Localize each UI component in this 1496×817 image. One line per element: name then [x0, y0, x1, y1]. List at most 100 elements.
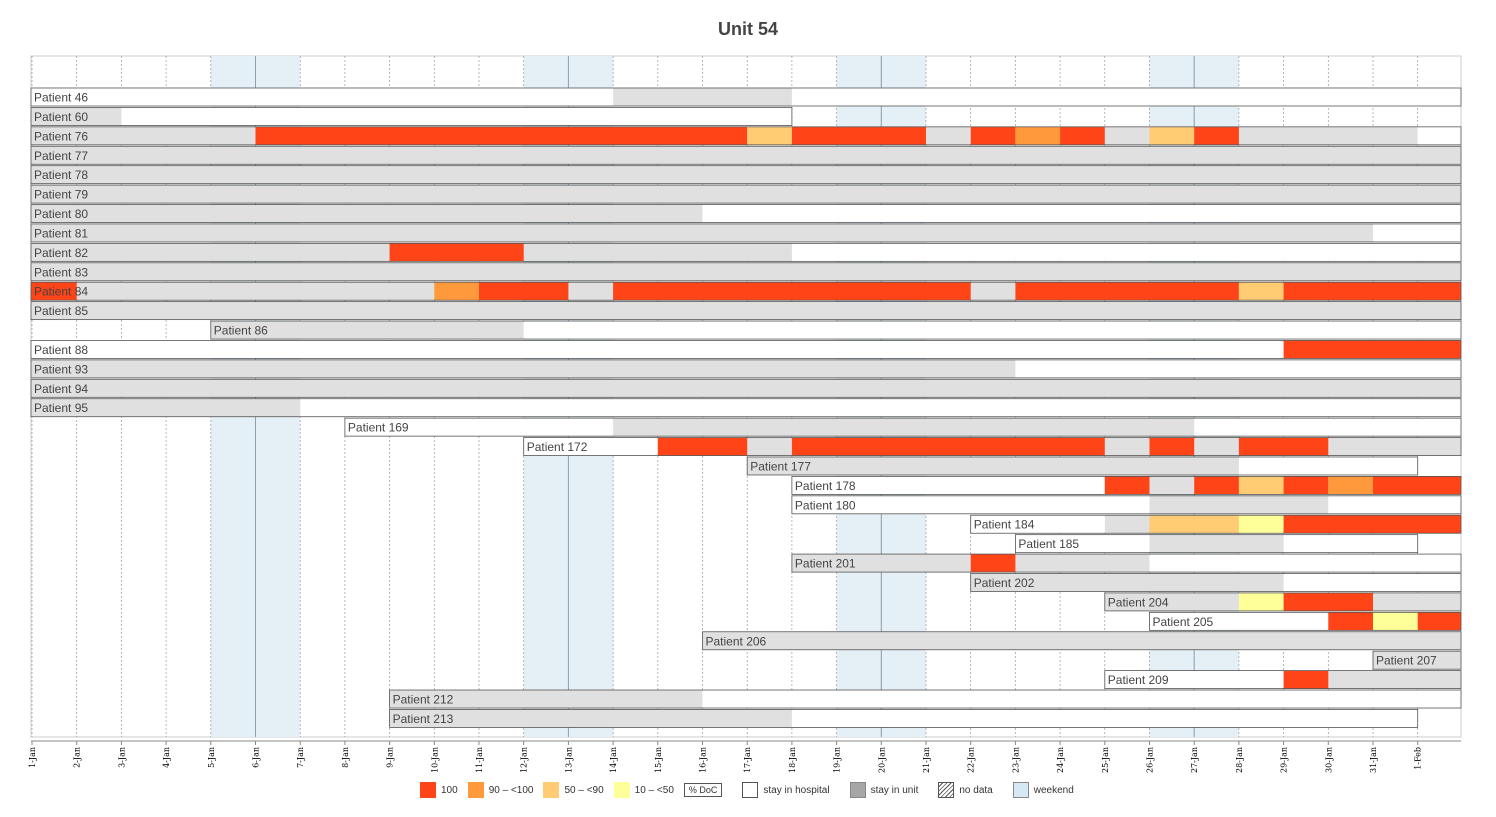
doc-cell — [1149, 515, 1239, 534]
patient-label: Patient 201 — [795, 557, 856, 571]
x-tick-label: 18-Jan — [788, 747, 797, 773]
hospital-stay-outline — [791, 553, 1462, 573]
hospital-stay-outline — [30, 145, 1462, 165]
legend-swatch-hospital — [742, 782, 759, 798]
hospital-stay-outline — [970, 573, 1462, 592]
unit-stay-bar — [1373, 651, 1461, 670]
patient-label: Patient 79 — [34, 188, 88, 202]
x-tick-label: 17-Jan — [743, 747, 752, 773]
doc-cell — [1283, 340, 1461, 359]
doc-cell — [1238, 592, 1284, 611]
x-tick-label: 28-Jan — [1235, 747, 1244, 773]
patient-label: Patient 204 — [1108, 595, 1169, 609]
hospital-stay-outline — [1372, 650, 1462, 670]
legend-doc-title-text: % DoC — [683, 783, 723, 797]
patient-label: Patient 82 — [34, 246, 88, 260]
hospital-stay-outline — [30, 301, 1462, 321]
hospital-stay-outline — [30, 165, 1462, 185]
doc-cell — [255, 126, 748, 145]
legend-item-weekend: weekend — [1012, 782, 1074, 798]
hospital-stay-outline — [746, 456, 1419, 476]
doc-cell — [1283, 670, 1329, 689]
hospital-stay-outline — [30, 359, 1462, 379]
legend-swatch-unit — [849, 782, 866, 798]
x-tick-label: 20-Jan — [877, 747, 886, 773]
legend-swatch-doc-3 — [613, 782, 630, 798]
unit-stay-bar — [389, 690, 703, 709]
hospital-stay-outline — [1149, 611, 1462, 631]
doc-cell — [791, 437, 1105, 456]
hospital-stay-bar — [791, 495, 1461, 514]
doc-cell — [1373, 476, 1461, 495]
hospital-stay-outline — [30, 184, 1462, 204]
doc-cell — [1238, 437, 1329, 456]
doc-cell — [1283, 515, 1461, 534]
hospital-stay-outline — [30, 281, 1462, 301]
hospital-stay-outline — [344, 417, 1462, 437]
x-tick-label: 9-Jan — [386, 747, 395, 768]
legend-label-nodata: no data — [959, 784, 993, 796]
doc-cell — [1149, 126, 1195, 145]
unit-stay-bar — [31, 204, 703, 223]
patient-label: Patient 172 — [527, 440, 588, 454]
doc-cell — [389, 243, 524, 262]
hospital-stay-bar — [31, 107, 792, 126]
legend-swatch-weekend — [1012, 782, 1029, 798]
legend-label-doc-3: 10 – <50 — [634, 784, 674, 796]
hospital-stay-outline — [30, 398, 1462, 418]
doc-cell — [1194, 126, 1239, 145]
doc-cell — [657, 437, 748, 456]
x-tick-label: 30-Jan — [1324, 747, 1333, 773]
doc-cell — [1060, 126, 1105, 145]
hospital-stay-outline — [970, 514, 1462, 534]
doc-cell — [747, 126, 792, 145]
patient-label: Patient 93 — [34, 362, 88, 376]
doc-cell — [970, 126, 1016, 145]
hospital-stay-bar — [31, 398, 1461, 417]
hospital-stay-outline — [30, 204, 1462, 223]
hospital-stay-outline — [389, 709, 1419, 728]
x-tick-label: 21-Jan — [922, 747, 931, 773]
doc-cell — [1283, 282, 1461, 301]
legend-swatch-nodata — [938, 782, 955, 798]
unit-stay-bar — [613, 88, 792, 106]
patient-label: Patient 206 — [706, 634, 767, 648]
x-tick-label: 27-Jan — [1190, 747, 1199, 773]
doc-cell — [1417, 612, 1461, 631]
patient-label: Patient 84 — [34, 285, 88, 299]
patient-label: Patient 185 — [1018, 537, 1079, 551]
patient-label: Patient 86 — [214, 324, 268, 338]
x-tick-label: 23-Jan — [1011, 747, 1020, 773]
legend-label-doc-1: 90 – <100 — [488, 784, 534, 796]
patient-label: Patient 83 — [34, 265, 88, 279]
doc-cell — [1149, 437, 1195, 456]
patient-label: Patient 95 — [34, 401, 88, 415]
x-tick-label: 10-Jan — [430, 747, 439, 773]
x-tick-label: 6-Jan — [252, 747, 261, 768]
unit-stay-bar — [31, 379, 1461, 398]
doc-cell — [970, 554, 1016, 573]
patient-label: Patient 78 — [34, 168, 88, 182]
x-tick-label: 2-Jan — [73, 747, 82, 768]
doc-cell — [1328, 612, 1373, 631]
legend-swatch-doc-0 — [420, 782, 436, 798]
x-tick-label: 31-Jan — [1369, 747, 1378, 773]
unit-stay-bar — [31, 165, 1461, 184]
legend-item-doc-1: 90 – <100 — [467, 782, 534, 798]
unit-stay-bar — [31, 223, 1373, 242]
patient-label: Patient 81 — [34, 226, 88, 240]
legend-swatch-doc-1 — [467, 782, 484, 798]
legend-doc-title: % DoC — [683, 783, 723, 797]
hospital-stay-outline — [30, 107, 793, 126]
hospital-stay-outline — [30, 242, 1462, 262]
x-tick-label: 1-Feb — [1414, 747, 1423, 770]
unit-stay-bar — [970, 573, 1284, 592]
doc-cell — [1238, 282, 1284, 301]
legend-item-doc-3: 10 – <50 — [613, 782, 674, 798]
patient-label: Patient 80 — [34, 207, 88, 221]
unit-stay-bar — [31, 398, 301, 417]
x-tick-label: 22-Jan — [967, 747, 976, 773]
x-tick-label: 4-Jan — [162, 747, 171, 768]
hospital-stay-outline — [30, 223, 1462, 243]
